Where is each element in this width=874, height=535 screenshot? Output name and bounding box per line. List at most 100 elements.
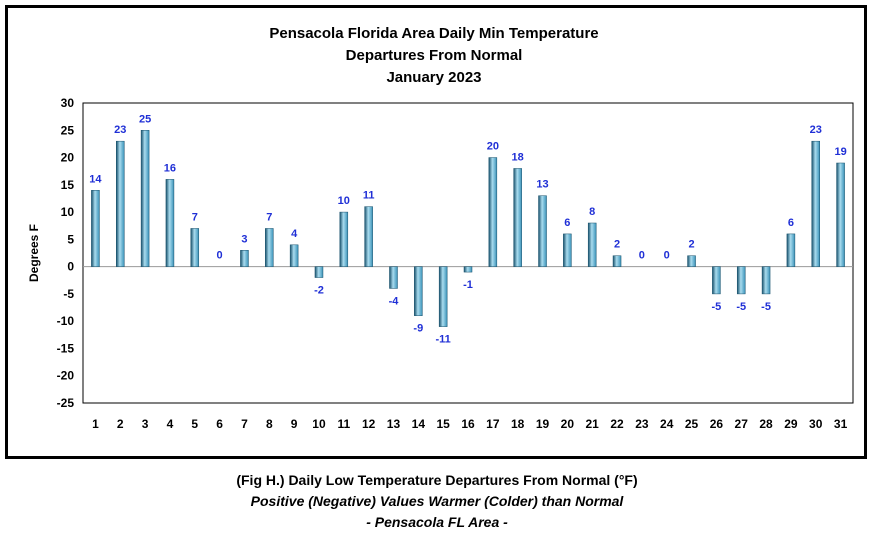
bar	[587, 222, 597, 267]
bar	[463, 266, 473, 273]
x-tick-label: 25	[685, 417, 699, 431]
y-tick-label: 5	[67, 232, 74, 246]
caption-line-1: (Fig H.) Daily Low Temperature Departure…	[236, 472, 638, 488]
x-tick-label: 10	[312, 417, 326, 431]
x-tick-label: 22	[610, 417, 624, 431]
data-label: 2	[614, 239, 620, 251]
x-tick-label: 1	[92, 417, 99, 431]
data-label: 7	[266, 211, 272, 223]
x-tick-label: 11	[337, 417, 350, 431]
data-label: -2	[314, 285, 324, 297]
data-label: 23	[810, 124, 822, 136]
data-label: 16	[164, 162, 176, 174]
data-label: -5	[711, 301, 721, 313]
bar	[240, 250, 249, 267]
x-tick-label: 17	[486, 417, 500, 431]
data-label: 7	[192, 211, 198, 223]
x-tick-label: 30	[809, 417, 823, 431]
bar	[339, 211, 349, 267]
x-tick-label: 29	[784, 417, 798, 431]
data-label: -5	[761, 301, 771, 313]
data-label: 25	[139, 113, 151, 125]
data-label: 18	[512, 151, 524, 163]
bar	[289, 244, 299, 267]
bar	[438, 266, 448, 327]
data-label: 6	[788, 217, 794, 229]
y-tick-label: -25	[57, 396, 75, 410]
data-label: 19	[834, 146, 846, 158]
y-tick-label: 10	[61, 205, 75, 219]
y-tick-label: -10	[57, 314, 75, 328]
data-label: 6	[564, 217, 570, 229]
y-tick-label: 15	[61, 178, 75, 192]
bar	[190, 228, 200, 267]
chart-title-line-1: Pensacola Florida Area Daily Min Tempera…	[269, 25, 598, 42]
x-tick-label: 28	[759, 417, 773, 431]
y-tick-label: -20	[57, 369, 75, 383]
y-tick-label: -5	[63, 287, 74, 301]
bar	[364, 206, 373, 267]
data-label: 4	[291, 228, 298, 240]
bar	[538, 195, 547, 267]
y-axis-label: Degrees F	[27, 224, 41, 282]
x-tick-label: 15	[436, 417, 450, 431]
plot-area	[82, 102, 854, 404]
x-tick-label: 26	[710, 417, 724, 431]
bar	[91, 190, 100, 267]
y-axis-ticks: 30 25 20 15 10 5 0 -5 -10 -15 -20 -25	[57, 96, 75, 410]
x-tick-label: 19	[536, 417, 550, 431]
chart: Pensacola Florida Area Daily Min Tempera…	[27, 25, 854, 431]
x-tick-label: 9	[291, 417, 298, 431]
x-tick-label: 7	[241, 417, 248, 431]
x-tick-label: 31	[834, 417, 848, 431]
data-label: -11	[436, 334, 451, 346]
caption-line-2: Positive (Negative) Values Warmer (Colde…	[250, 493, 624, 509]
data-label: 2	[688, 239, 694, 251]
y-tick-label: 20	[61, 151, 75, 165]
x-tick-label: 27	[735, 417, 749, 431]
x-tick-label: 21	[586, 417, 600, 431]
chart-title-line-2: Departures From Normal	[346, 47, 523, 64]
y-tick-label: -15	[57, 341, 75, 355]
bar	[414, 266, 423, 316]
bar	[612, 255, 622, 267]
x-tick-label: 8	[266, 417, 273, 431]
x-tick-label: 24	[660, 417, 674, 431]
bar	[736, 266, 746, 295]
x-tick-label: 12	[362, 417, 376, 431]
x-tick-label: 6	[216, 417, 223, 431]
data-label: 3	[241, 233, 247, 245]
y-tick-label: 30	[61, 96, 75, 110]
data-label: -9	[413, 323, 423, 335]
bar-series	[91, 130, 845, 327]
data-label: 0	[639, 250, 645, 262]
bar	[488, 157, 498, 267]
chart-frame: Pensacola Florida Area Daily Min Tempera…	[5, 5, 867, 459]
data-label: 0	[664, 250, 670, 262]
bar	[165, 179, 175, 267]
caption-line-3: - Pensacola FL Area -	[366, 514, 508, 530]
data-label: -4	[389, 295, 400, 307]
x-tick-label: 20	[561, 417, 575, 431]
y-tick-label: 0	[67, 260, 74, 274]
data-label: -1	[463, 279, 473, 291]
x-tick-label: 16	[461, 417, 475, 431]
x-tick-label: 14	[412, 417, 426, 431]
x-tick-label: 13	[387, 417, 401, 431]
data-label: 8	[589, 206, 595, 218]
x-tick-label: 2	[117, 417, 124, 431]
data-label: 10	[338, 195, 350, 207]
figure-caption: (Fig H.) Daily Low Temperature Departure…	[0, 470, 874, 533]
x-tick-label: 4	[167, 417, 174, 431]
data-label: 0	[217, 250, 223, 262]
bar	[389, 266, 398, 289]
bar	[140, 130, 150, 267]
bar	[116, 140, 125, 267]
x-tick-label: 18	[511, 417, 525, 431]
bar	[513, 168, 522, 267]
bar	[786, 233, 796, 267]
bar	[265, 228, 274, 267]
data-label: 23	[114, 124, 126, 136]
bar	[563, 233, 572, 267]
